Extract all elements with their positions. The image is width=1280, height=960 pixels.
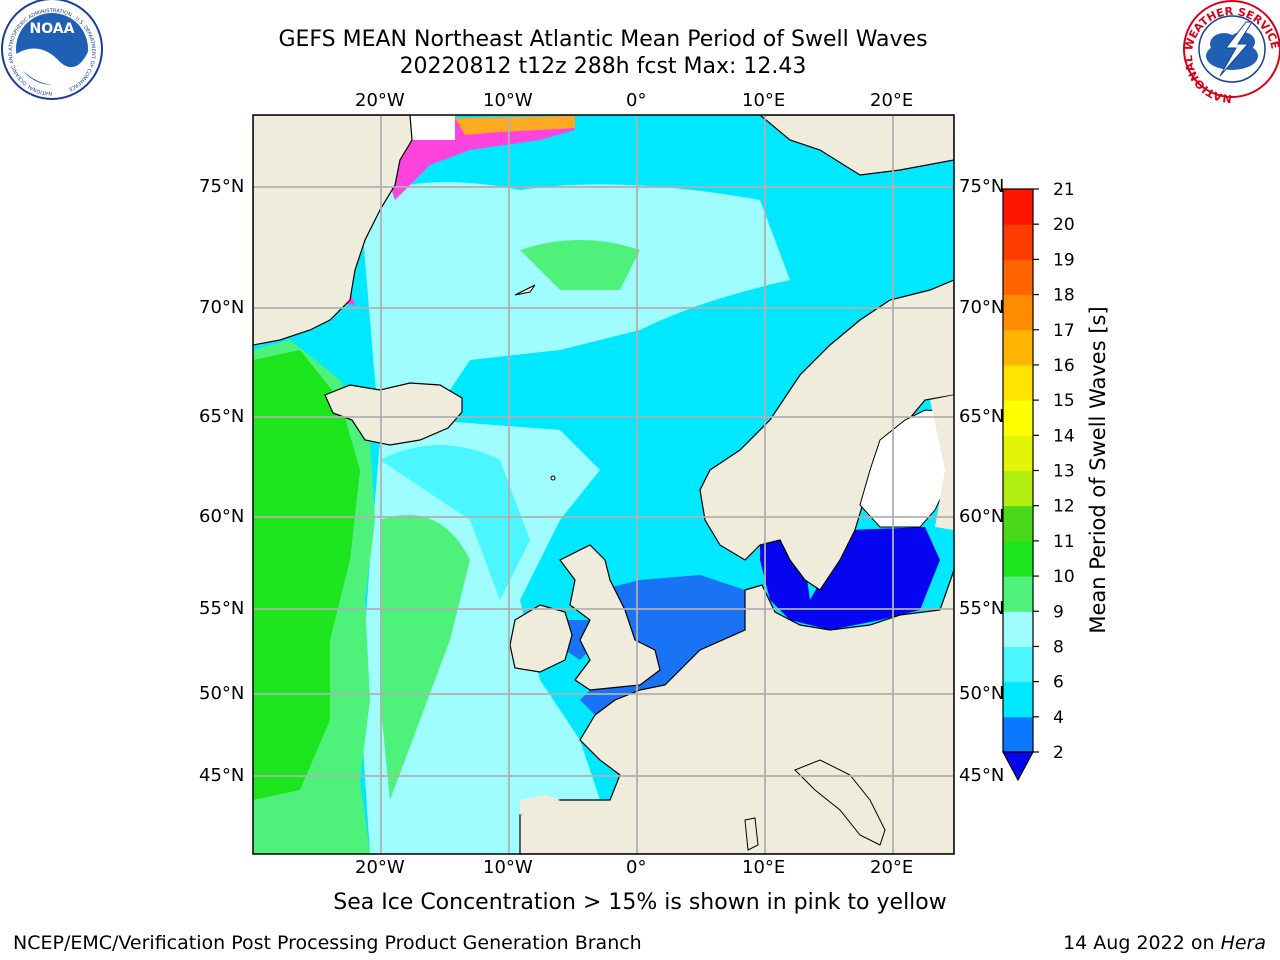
lat-label-left-50n: 50°N <box>199 683 245 704</box>
lat-label-left-60n: 60°N <box>199 506 245 527</box>
land-great-britain <box>559 544 661 691</box>
lat-label-right-65n: 65°N <box>959 406 1005 427</box>
colorbar-tick-label: 9 <box>1053 602 1064 622</box>
colorbar-segment <box>1003 505 1033 542</box>
colorbar-tick-label: 20 <box>1053 215 1075 235</box>
lat-label-left-45n: 45°N <box>199 765 245 786</box>
lat-label-right-60n: 60°N <box>959 506 1005 527</box>
footer-date-text: 14 Aug 2022 on <box>1063 932 1221 954</box>
colorbar-tick-label: 18 <box>1053 286 1075 306</box>
lon-label-bottom-10w: 10°W <box>483 857 533 878</box>
sea-ice-note: Sea Ice Concentration > 15% is shown in … <box>333 890 947 915</box>
colorbar-tick-label: 13 <box>1053 462 1075 482</box>
lon-label-top-20e: 20°E <box>870 90 914 111</box>
ocean-dark-blue-baltic <box>760 527 940 630</box>
lon-label-bottom-20e: 20°E <box>870 857 914 878</box>
colorbar-segment <box>1003 681 1033 718</box>
lon-label-top-10e: 10°E <box>742 90 786 111</box>
lat-label-right-50n: 50°N <box>959 683 1005 704</box>
page-subtitle: 20220812 t12z 288h fcst Max: 12.43 <box>399 54 807 79</box>
footer-date: 14 Aug 2022 on Hera <box>1063 932 1266 954</box>
colorbar-tick-label: 19 <box>1053 250 1075 270</box>
lon-label-bottom-0: 0° <box>626 857 647 878</box>
colorbar-tick-label: 10 <box>1053 567 1075 587</box>
land-ireland <box>509 604 573 673</box>
ocean-light-cyan <box>380 445 530 600</box>
colorbar-segment <box>1003 329 1033 366</box>
lat-label-left-70n: 70°N <box>199 297 245 318</box>
land-svalbard <box>759 115 954 176</box>
nws-logo-icon: NATIONAL WEATHER SERVICE <box>1182 0 1280 105</box>
colorbar-tick-label: 8 <box>1053 637 1064 657</box>
page-title: GEFS MEAN Northeast Atlantic Mean Period… <box>278 27 928 52</box>
colorbar-segment <box>1003 400 1033 436</box>
colorbar-tick-label: 4 <box>1053 708 1064 728</box>
colorbar-segment <box>1003 716 1033 753</box>
colorbar-tick-label: 6 <box>1053 673 1064 693</box>
colorbar-segment <box>1003 576 1033 612</box>
colorbar-tick-label: 14 <box>1053 426 1075 446</box>
gulf-of-bothnia <box>859 409 954 528</box>
lon-label-top-20w: 20°W <box>355 90 405 111</box>
colorbar-label: Mean Period of Swell Waves [s] <box>1086 306 1110 633</box>
map-area <box>253 115 954 854</box>
colorbar-segment <box>1003 189 1033 225</box>
ocean-pale-cyan <box>360 182 790 854</box>
map-grid <box>253 115 954 854</box>
colorbar-segment <box>1003 224 1033 260</box>
footer-host: Hera <box>1220 932 1266 954</box>
land-iceland <box>324 382 463 446</box>
land-greenland <box>253 115 413 346</box>
colorbar-segment <box>1003 364 1033 401</box>
lat-label-right-75n: 75°N <box>959 176 1005 197</box>
lat-label-left-75n: 75°N <box>199 176 245 197</box>
lon-label-top-10w: 10°W <box>483 90 533 111</box>
footer-branch: NCEP/EMC/Verification Post Processing Pr… <box>13 932 642 954</box>
ocean-green-patch-north <box>520 240 640 290</box>
lon-label-bottom-10e: 10°E <box>742 857 786 878</box>
colorbar-segment <box>1003 294 1033 331</box>
colorbar: 2 4 6 8 9 10 11 12 13 14 15 16 17 18 19 20 21 Mean Perio… <box>1001 180 1110 782</box>
lat-label-left-55n: 55°N <box>199 598 245 619</box>
noaa-logo-text: NOAA <box>30 21 75 37</box>
lat-label-right-70n: 70°N <box>959 297 1005 318</box>
sea-ice-orange <box>455 116 575 135</box>
lon-label-top-0: 0° <box>626 90 647 111</box>
colorbar-tick-label: 2 <box>1053 743 1064 763</box>
colorbar-segment <box>1003 259 1033 296</box>
colorbar-tick-label: 11 <box>1053 532 1075 552</box>
ocean-green <box>253 350 360 800</box>
colorbar-segment <box>1003 470 1033 507</box>
colorbar-tick-label: 21 <box>1053 180 1075 200</box>
colorbar-tick-label: 16 <box>1053 356 1075 376</box>
noaa-logo-icon: NOAA NATIONAL OCEANIC AND ATMOSPHERIC AD… <box>1 0 103 100</box>
lat-label-right-55n: 55°N <box>959 598 1005 619</box>
colorbar-tick-label: 15 <box>1053 391 1075 411</box>
ocean-green-patch-mid <box>380 515 470 800</box>
colorbar-segment <box>1003 611 1033 647</box>
lat-label-right-45n: 45°N <box>959 765 1005 786</box>
colorbar-tick-label: 17 <box>1053 321 1075 341</box>
colorbar-segment <box>1003 540 1033 577</box>
colorbar-extend-arrow <box>1001 751 1035 782</box>
map-frame <box>252 114 955 855</box>
lon-label-bottom-20w: 20°W <box>355 857 405 878</box>
colorbar-tick-label: 12 <box>1053 497 1075 517</box>
colorbar-segment <box>1003 646 1033 683</box>
colorbar-segment <box>1003 435 1033 471</box>
lat-label-left-65n: 65°N <box>199 406 245 427</box>
